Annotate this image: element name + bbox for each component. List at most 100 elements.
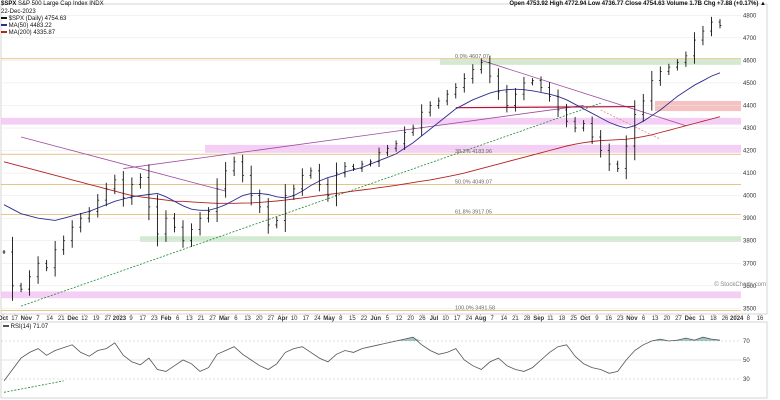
rsi-path	[3, 336, 721, 382]
x-tick-label: 23	[617, 316, 624, 322]
price-bar	[317, 163, 321, 192]
date-x-axis: Oct 17 Nov 7 14 21 Dec 12 19 27 2023 9 17 23 Feb 6 13 21 2…	[0, 314, 764, 322]
price-tick-label: 4000	[743, 194, 757, 200]
x-tick-label: 14	[46, 316, 53, 322]
x-tick-label: 24	[314, 316, 321, 322]
price-bar	[633, 100, 637, 161]
x-tick-label: 25	[570, 316, 577, 322]
x-tick-label: 27	[675, 316, 682, 322]
price-bar	[326, 178, 330, 202]
price-bar	[445, 89, 449, 106]
legend-ma200: MA(200) 4335.87	[1, 30, 55, 37]
x-tick-label: 16	[757, 316, 764, 322]
x-tick-label: 22	[361, 316, 368, 322]
price-bar	[411, 124, 415, 136]
x-tick-label: 20	[256, 316, 263, 322]
fib-label: 50.0% 4049.07	[455, 180, 492, 186]
price-tick-label: 3500	[743, 306, 757, 312]
price-bar	[496, 68, 500, 100]
price-bar	[693, 32, 696, 64]
price-bar	[386, 144, 389, 157]
price-tick-label: 4300	[743, 126, 757, 132]
x-tick-label: Dec	[685, 316, 697, 322]
x-tick-label: Nov	[21, 316, 33, 322]
x-tick-label: Dec	[67, 316, 79, 322]
x-tick-label: 17	[11, 316, 18, 322]
price-bar	[565, 103, 568, 128]
price-bar	[147, 164, 151, 221]
x-tick-label: 20	[663, 316, 670, 322]
rsi-y-axis: 70 50 30	[743, 339, 750, 383]
price-bar	[471, 64, 475, 84]
chart-date: 22-Dec-2023	[1, 9, 36, 15]
x-tick-label: 27	[268, 316, 275, 322]
price-bar	[641, 93, 645, 122]
price-gridlines	[1, 15, 741, 309]
x-tick-label: Apr	[277, 316, 288, 322]
price-bar	[198, 212, 202, 236]
x-tick-label: 10	[442, 316, 449, 322]
price-bar	[377, 147, 381, 168]
x-tick-label: 11	[547, 316, 554, 322]
x-tick-label: 21	[512, 316, 519, 322]
price-bar	[2, 249, 6, 255]
ohlc-high: High 4772.94	[549, 1, 587, 7]
x-tick-label: Nov	[626, 316, 638, 322]
ohlc-change: Chg +7.88 (+0.17%) ▲	[703, 1, 766, 7]
legend-price-swatch	[1, 17, 7, 20]
price-bar	[292, 184, 296, 200]
price-bar	[343, 162, 347, 178]
price-bar	[156, 194, 159, 247]
symbol-ticker: $SPX	[1, 1, 17, 7]
price-bar	[36, 256, 40, 284]
price-bar	[241, 154, 245, 183]
x-tick-label: 7	[36, 316, 40, 322]
symbol-name: S&P 500 Large Cap Index	[18, 1, 88, 7]
x-tick-label: Sep	[533, 316, 544, 322]
price-bar	[130, 177, 134, 205]
price-bar	[224, 162, 228, 198]
price-tick-label: 4500	[743, 81, 757, 87]
price-bar	[582, 120, 586, 132]
fib-label: 100.0% 3491.58	[455, 305, 495, 311]
watermark: © StockCharts.com	[714, 282, 766, 288]
x-tick-label: 6	[176, 316, 180, 322]
rsi-line	[3, 336, 721, 393]
fib-label: 61.8% 3917.05	[455, 209, 492, 215]
x-tick-label: 9	[129, 316, 133, 322]
price-bar	[514, 88, 517, 112]
x-tick-label: Feb	[161, 316, 172, 322]
legend-ma200-swatch	[1, 31, 7, 34]
price-bar	[53, 240, 57, 277]
price-tick-label: 3900	[743, 216, 757, 222]
rsi-tick-label: 70	[743, 339, 750, 345]
projection-line	[600, 109, 661, 140]
price-bar	[658, 66, 662, 86]
x-tick-label: 23	[151, 316, 158, 322]
rsi-legend: RSI(14) 71.07	[3, 324, 48, 331]
x-tick-label: 6	[234, 316, 238, 322]
price-bar	[300, 168, 304, 196]
fib-label: 38.2% 4183.96	[455, 149, 492, 155]
price-bar	[352, 163, 355, 172]
ohlc-open: Open 4753.92	[509, 1, 549, 7]
zone-pink-1	[205, 144, 741, 153]
price-bar	[70, 220, 74, 248]
price-bars	[2, 16, 722, 301]
price-bar	[360, 160, 364, 172]
x-tick-label: May	[323, 316, 335, 322]
x-tick-label: Mar	[219, 316, 230, 322]
price-bar	[164, 210, 168, 242]
symbol-title: $SPX S&P 500 Large Cap Index INDX	[1, 1, 104, 8]
legend-ma50: MA(50) 4483.22	[1, 23, 52, 30]
price-bar	[607, 143, 611, 172]
price-bar	[28, 270, 31, 296]
price-bar	[258, 189, 262, 213]
price-bar	[121, 171, 125, 207]
fib-label: 0.0% 4607.07	[455, 54, 489, 60]
x-tick-label: Oct	[0, 316, 8, 322]
price-bar	[488, 55, 492, 84]
price-bar	[138, 173, 142, 189]
zone-red-2	[655, 100, 741, 112]
x-tick-label: 11	[699, 316, 706, 322]
